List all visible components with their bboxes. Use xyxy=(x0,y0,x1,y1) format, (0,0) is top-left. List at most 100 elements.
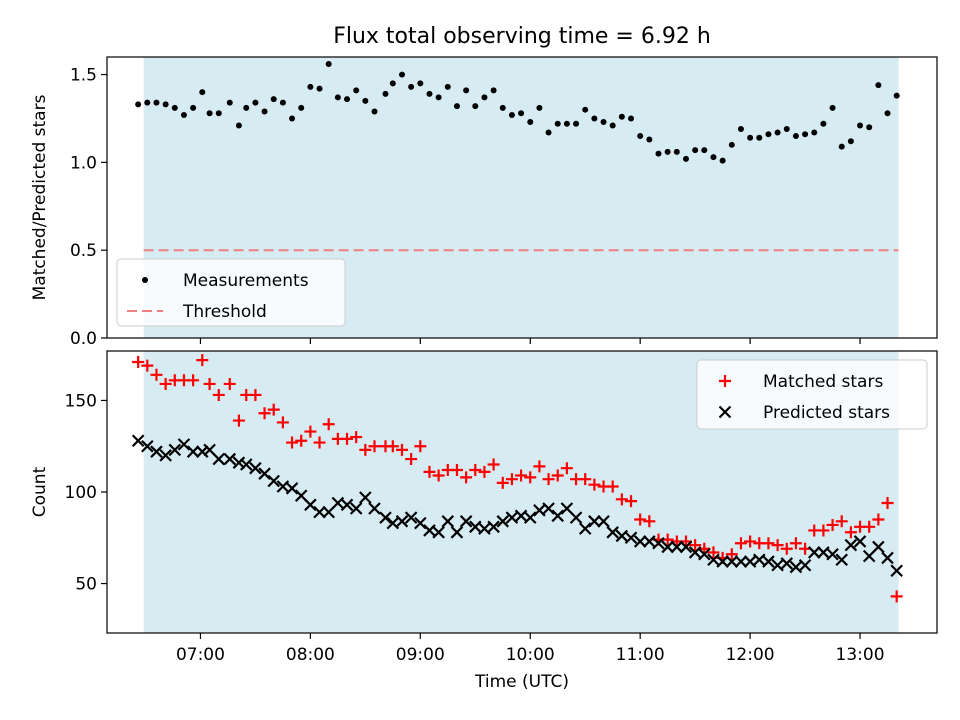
matched-point xyxy=(643,515,656,528)
measurement-point xyxy=(600,118,607,125)
measurement-point xyxy=(563,120,570,127)
predicted-point xyxy=(414,516,427,530)
measurement-point xyxy=(307,83,314,90)
y-tick-label: 100 xyxy=(65,483,97,503)
measurement-point xyxy=(728,141,735,148)
measurement-point xyxy=(135,101,142,108)
matched-point xyxy=(625,495,638,508)
measurement-point xyxy=(518,110,525,117)
measurement-point xyxy=(481,94,488,101)
predicted-point xyxy=(734,555,748,568)
predicted-point xyxy=(569,511,583,524)
predicted-point xyxy=(716,555,729,568)
measurement-point xyxy=(628,115,635,122)
measurement-point xyxy=(353,87,360,94)
predicted-point xyxy=(835,553,849,567)
matched-point xyxy=(132,355,145,368)
x-tick-label: 10:00 xyxy=(506,645,555,665)
matched-point xyxy=(405,453,418,466)
matched-point xyxy=(689,539,702,552)
predicted-point xyxy=(450,526,464,539)
predicted-point xyxy=(349,502,363,515)
predicted-point xyxy=(890,564,903,578)
measurement-point xyxy=(682,155,689,162)
matched-point xyxy=(734,537,747,550)
matched-point xyxy=(634,513,647,526)
measurement-point xyxy=(190,104,197,111)
measurement-point xyxy=(389,80,396,87)
predicted-point xyxy=(459,515,473,528)
x-tick-label: 09:00 xyxy=(396,645,445,665)
predicted-point xyxy=(698,547,711,561)
measurement-point xyxy=(893,92,900,99)
y-tick-label: 0.5 xyxy=(70,241,97,261)
measurement-point xyxy=(144,99,151,106)
matched-point xyxy=(359,443,372,456)
measurement-point xyxy=(783,126,790,133)
measurement-point xyxy=(289,115,296,122)
predicted-point xyxy=(725,555,739,568)
measurement-point xyxy=(206,110,213,117)
predicted-point xyxy=(872,540,885,554)
matched-point xyxy=(881,496,894,509)
predicted-point xyxy=(679,540,693,554)
measurement-point xyxy=(554,120,561,127)
matched-point xyxy=(817,524,830,537)
matched-point xyxy=(350,431,363,444)
legend-predicted-swatch xyxy=(718,405,732,419)
matched-point xyxy=(232,414,245,427)
measurement-point xyxy=(463,87,470,94)
measurement-point xyxy=(847,138,854,145)
measurement-point xyxy=(829,104,836,111)
measurement-point xyxy=(710,154,717,161)
matched-point xyxy=(579,473,592,486)
matched-point xyxy=(560,462,573,475)
legend: Matched stars Predicted stars xyxy=(696,359,928,430)
measurement-point xyxy=(857,122,864,129)
predicted-point xyxy=(670,540,684,554)
predicted-point xyxy=(304,498,317,512)
matched-point xyxy=(469,464,482,477)
predicted-point xyxy=(624,531,638,545)
matched-point xyxy=(771,539,784,552)
y-tick-label: 1.0 xyxy=(70,153,97,173)
matched-point xyxy=(515,469,528,482)
matched-point xyxy=(524,471,537,484)
measurement-point xyxy=(472,103,479,110)
predicted-point xyxy=(249,461,262,475)
predicted-point xyxy=(404,511,418,524)
matched-point xyxy=(258,407,271,420)
predicted-point xyxy=(881,551,894,565)
measurement-point xyxy=(417,80,424,87)
measurement-point xyxy=(334,94,341,101)
matched-point xyxy=(423,465,436,478)
measurement-point xyxy=(747,134,754,141)
predicted-point xyxy=(131,434,145,448)
measurement-point xyxy=(453,103,460,110)
measurement-point xyxy=(884,110,891,117)
measurement-point xyxy=(408,83,415,90)
measurement-point xyxy=(316,85,323,92)
predicted-point xyxy=(340,498,354,512)
matched-point xyxy=(286,436,299,449)
measurement-point xyxy=(765,131,772,138)
measurement-point xyxy=(838,143,845,150)
legend-box xyxy=(696,359,928,430)
measurement-point xyxy=(226,99,233,106)
measurement-point xyxy=(298,104,305,111)
measurement-point xyxy=(382,90,389,97)
measurement-point xyxy=(756,134,763,141)
predicted-point xyxy=(826,547,839,561)
y-tick-label: 0.0 xyxy=(70,329,97,349)
measurement-point xyxy=(646,136,653,143)
y-axis-label: Count xyxy=(30,466,50,517)
matched-point xyxy=(844,526,857,539)
measurement-point xyxy=(215,110,222,117)
matched-point xyxy=(496,476,509,489)
predicted-point xyxy=(844,538,858,552)
measurement-point xyxy=(545,129,552,136)
matched-point xyxy=(267,403,280,416)
measurement-point xyxy=(591,115,598,122)
predicted-point xyxy=(239,458,253,471)
measurement-point xyxy=(362,97,369,104)
